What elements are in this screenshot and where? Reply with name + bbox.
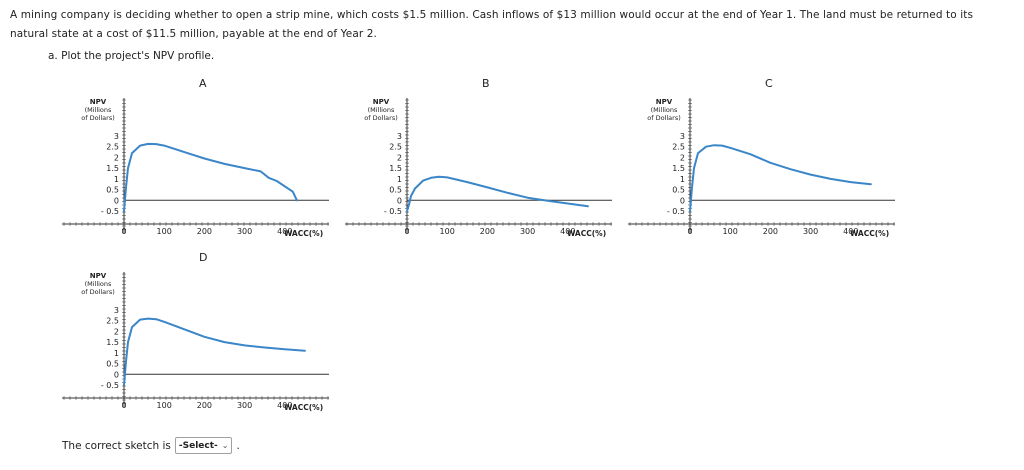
y-tick-label: 0.5 (389, 186, 402, 195)
npv-curve-d (123, 317, 306, 386)
y-tick-label: 2 (114, 153, 119, 162)
y-tick-label: 2.5 (389, 143, 402, 152)
y-axis-label-line: (Millions (85, 106, 112, 114)
chevron-down-icon: ⌄ (221, 441, 229, 450)
x-tick-label: 100 (440, 227, 455, 236)
x-axis-label: WACC(%) (284, 229, 323, 238)
part-a-label: a. Plot the project's NPV profile. (48, 50, 215, 62)
y-tick-label: 0.5 (106, 360, 119, 369)
answer-suffix: . (236, 439, 240, 452)
y-tick-label: 3 (680, 132, 685, 141)
x-tick-label: 400 (277, 227, 292, 236)
y-axis-label-line: (Millions (651, 106, 678, 114)
y-tick-label: 1 (397, 175, 402, 184)
y-tick-label: 0 (397, 196, 402, 205)
x-tick-label: 200 (197, 227, 212, 236)
y-tick-label: 1 (680, 175, 685, 184)
y-tick-label: 1.5 (389, 164, 402, 173)
chart-panel-c: C NPV (Millions of Dollars) 3 2.5 2 1.5 1 0.5 0- … (626, 77, 896, 238)
option-letter-b: B (482, 77, 490, 90)
y-axis-label-line: (Millions (368, 106, 395, 114)
y-tick-label: 2.5 (672, 143, 685, 152)
x-tick-label: 100 (157, 227, 172, 236)
x-axis-label: WACC(%) (284, 403, 323, 412)
y-axis-label-line: of Dollars) (647, 114, 681, 122)
x-tick-label: 100 (723, 227, 738, 236)
y-axis-label-line: of Dollars) (364, 114, 398, 122)
y-tick-label: 0.5 (106, 186, 119, 195)
y-tick-label: 2 (680, 153, 685, 162)
x-tick-label: 0 (404, 227, 409, 236)
option-letter-c: C (765, 77, 773, 90)
x-tick-label: 200 (197, 401, 212, 410)
x-tick-label: 400 (277, 401, 292, 410)
y-tick-label: 3 (114, 306, 119, 315)
y-tick-label: 2.5 (106, 143, 119, 152)
y-axis-label-line: NPV (656, 98, 673, 106)
y-tick-label: 2.5 (106, 317, 119, 326)
y-axis-label-line: NPV (373, 98, 390, 106)
y-axis-label-line: NPV (90, 272, 107, 280)
y-tick-label: - 0.5 (384, 207, 402, 216)
chart-panel-a: A NPV (Millions of Dollars) 3 2.5 2 1.5 1 0.5 0- … (60, 77, 330, 238)
y-tick-label: 3 (114, 132, 119, 141)
npv-curve-b (406, 175, 589, 212)
y-tick-label: 1 (114, 349, 119, 358)
y-tick-label: 0.5 (672, 186, 685, 195)
x-tick-label: 300 (237, 401, 252, 410)
y-tick-label: 2 (114, 327, 119, 336)
x-tick-label: 400 (843, 227, 858, 236)
y-axis-label-line: of Dollars) (81, 288, 115, 296)
x-axis-label: WACC(%) (567, 229, 606, 238)
option-letter-a: A (199, 77, 207, 90)
y-tick-label: 0 (680, 196, 685, 205)
x-tick-label: 300 (803, 227, 818, 236)
y-tick-label: 0 (114, 370, 119, 379)
sketch-select[interactable]: -Select- ⌄ (174, 437, 233, 454)
y-axis-label-line: NPV (90, 98, 107, 106)
y-tick-label: 0 (114, 196, 119, 205)
x-tick-label: 400 (560, 227, 575, 236)
x-tick-label: 300 (237, 227, 252, 236)
y-axis-label-line: (Millions (85, 280, 112, 288)
x-tick-label: 0 (121, 401, 126, 410)
answer-prompt: The correct sketch is (62, 439, 171, 452)
x-tick-label: 300 (520, 227, 535, 236)
option-letter-d: D (199, 251, 208, 264)
y-tick-label: 1.5 (672, 164, 685, 173)
sketch-select-value: -Select- (178, 440, 218, 451)
npv-curve-a (123, 142, 298, 212)
y-axis-label-line: of Dollars) (81, 114, 115, 122)
x-tick-label: 0 (121, 227, 126, 236)
x-tick-label: 200 (763, 227, 778, 236)
y-tick-label: - 0.5 (667, 207, 685, 216)
y-tick-label: 1.5 (106, 338, 119, 347)
y-tick-label: - 0.5 (101, 381, 119, 390)
y-tick-label: 3 (397, 132, 402, 141)
y-tick-label: 1 (114, 175, 119, 184)
answer-row: The correct sketch is -Select- ⌄ . (62, 437, 240, 454)
question-text: A mining company is deciding whether to … (10, 9, 974, 40)
y-tick-label: 2 (397, 153, 402, 162)
x-tick-label: 200 (480, 227, 495, 236)
y-tick-label: - 0.5 (101, 207, 119, 216)
npv-curve-c (689, 144, 872, 212)
x-tick-label: 0 (687, 227, 692, 236)
chart-panel-d: D NPV (Millions of Dollars) 3 2.5 2 1.5 1 0.5 0- … (60, 251, 330, 412)
y-tick-label: 1.5 (106, 164, 119, 173)
x-axis-label: WACC(%) (850, 229, 889, 238)
chart-panel-b: B NPV (Millions of Dollars) 3 2.5 2 1.5 1 0.5 0- … (343, 77, 613, 238)
x-tick-label: 100 (157, 401, 172, 410)
